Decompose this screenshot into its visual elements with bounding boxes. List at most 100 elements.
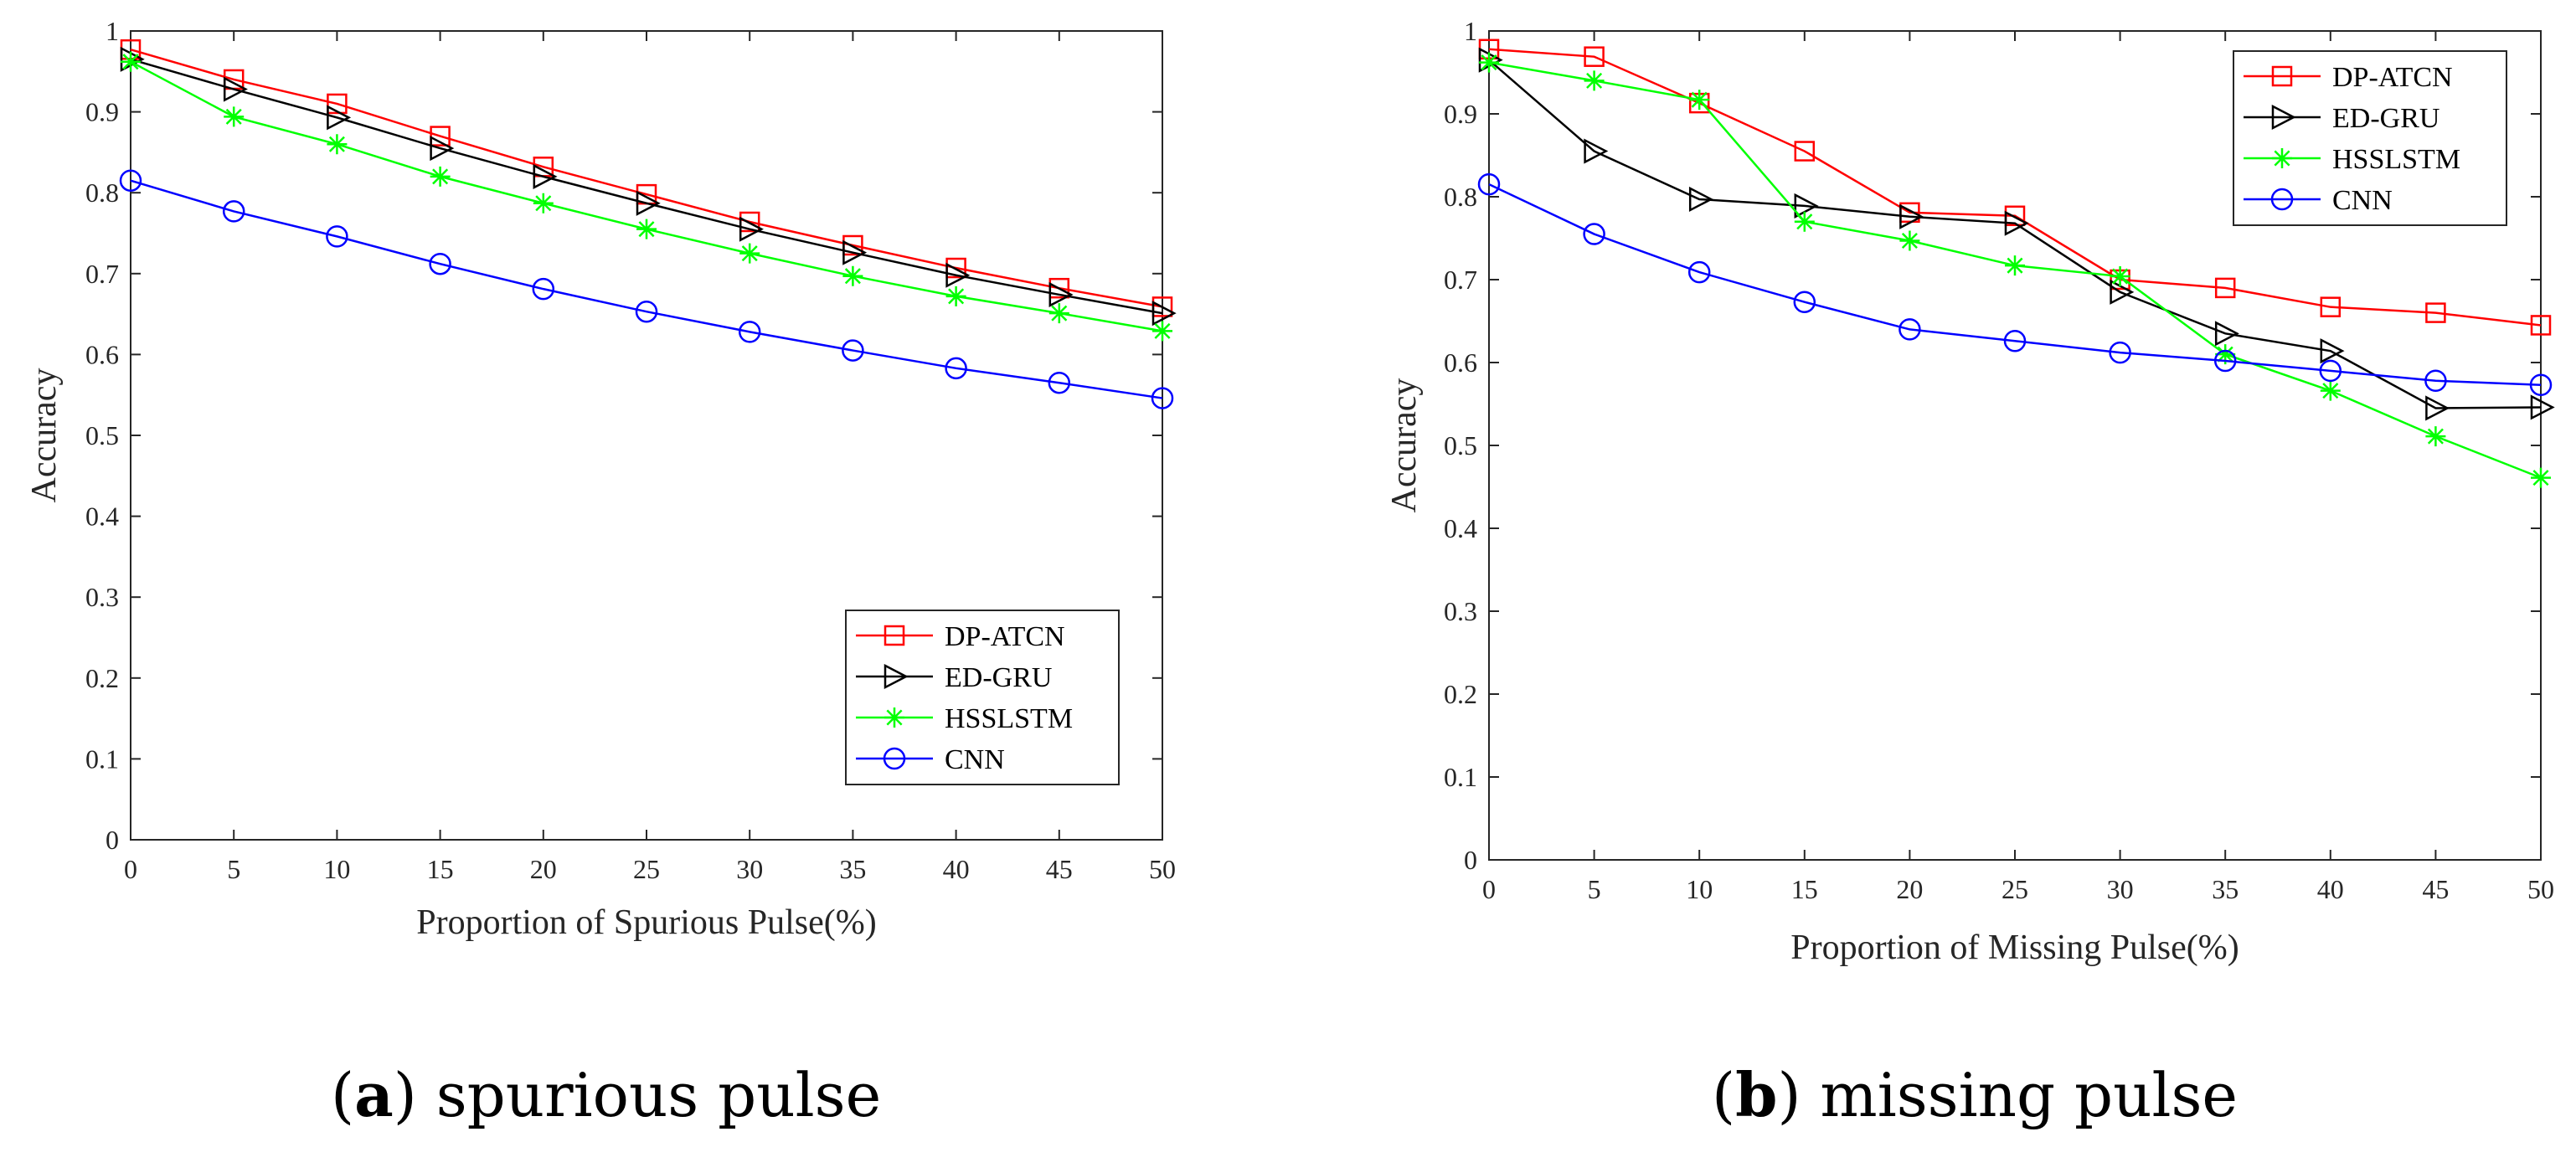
data-point [2214, 277, 2236, 299]
data-point [121, 51, 141, 72]
x-tick-label: 40 [943, 854, 970, 884]
series-line [1488, 48, 2542, 327]
y-tick-label: 0.5 [1444, 430, 1477, 460]
data-point [945, 286, 966, 306]
legend-label: CNN [2332, 185, 2393, 216]
caption-b: (b) missing pulse [1712, 1059, 2239, 1130]
caption-a-text: spurious pulse [435, 1060, 882, 1130]
x-tick-label: 35 [839, 854, 866, 884]
y-tick-label: 0.6 [85, 339, 119, 369]
legend-label: DP-ATCN [945, 621, 1065, 652]
legend: DP-ATCN ED-GRU HSSLSTM CNN [2233, 50, 2507, 226]
data-point [532, 277, 555, 301]
data-point [2530, 394, 2555, 420]
x-tick-label: 40 [2317, 874, 2344, 904]
series-line [1488, 183, 2542, 386]
series-hsslstm [1479, 52, 2551, 488]
caption-a: (a) spurious pulse [331, 1059, 882, 1130]
data-point [327, 105, 352, 131]
legend-label: HSSLSTM [2332, 144, 2460, 175]
data-point [1688, 186, 1713, 213]
x-tick-label: 50 [2527, 874, 2554, 904]
data-point [739, 216, 764, 242]
legend-label: ED-GRU [2332, 103, 2439, 134]
data-point [1048, 281, 1074, 307]
data-point [1794, 211, 1815, 232]
data-point [430, 136, 455, 162]
x-tick-label: 50 [1149, 854, 1176, 884]
caption-a-letter: a [354, 1059, 394, 1130]
data-point [327, 134, 348, 155]
data-point [2425, 395, 2450, 421]
x-tick-label: 35 [2212, 874, 2239, 904]
y-tick-label: 0.4 [85, 502, 119, 532]
data-point [2425, 302, 2446, 323]
data-point [2003, 330, 2027, 352]
y-tick-label: 0.6 [1444, 347, 1477, 378]
x-tick-label: 25 [2002, 874, 2028, 904]
x-tick-label: 30 [736, 854, 763, 884]
data-point [1151, 387, 1174, 409]
data-point [635, 300, 658, 323]
data-point [2109, 341, 2131, 364]
data-point [2319, 359, 2342, 383]
x-tick-label: 5 [1588, 874, 1601, 904]
data-point [1689, 90, 1710, 111]
data-point [636, 190, 661, 216]
legend-item: CNN [856, 744, 1005, 775]
x-tick-label: 20 [530, 854, 557, 884]
data-point [1584, 46, 1605, 67]
y-axis-label: Accuracy [25, 368, 64, 503]
data-point [945, 262, 971, 288]
data-point [2531, 467, 2551, 488]
legend-box [2233, 50, 2507, 226]
legend-item: HSSLSTM [2244, 144, 2460, 175]
data-point [2215, 344, 2236, 365]
data-point [2110, 279, 2135, 305]
legend-box [845, 610, 1120, 785]
y-tick-label: 0.7 [85, 259, 119, 289]
data-point [2529, 373, 2553, 396]
y-tick-label: 0 [106, 825, 119, 855]
data-point [1584, 138, 1609, 164]
legend: DP-ATCN ED-GRU HSSLSTM CNN [845, 610, 1120, 785]
series-cnn [119, 169, 1174, 409]
y-tick-label: 0.7 [1444, 265, 1477, 295]
data-point [224, 106, 245, 127]
x-tick-label: 15 [427, 854, 454, 884]
series-line [130, 179, 1163, 399]
data-point [842, 339, 864, 362]
y-tick-label: 0.3 [85, 582, 119, 612]
series-line [130, 58, 1163, 315]
legend-item: ED-GRU [2244, 103, 2439, 134]
y-axis-label: Accuracy [1385, 378, 1424, 513]
data-point [738, 321, 761, 343]
data-point [1584, 70, 1605, 91]
data-point [1583, 223, 1605, 245]
data-point [842, 265, 863, 286]
data-point [1899, 230, 1920, 251]
y-tick-label: 1 [1464, 16, 1477, 46]
x-axis-label: Proportion of Spurious Pulse(%) [416, 903, 877, 942]
data-point [1151, 301, 1177, 327]
data-point [1794, 193, 1819, 219]
y-tick-label: 0.5 [85, 420, 119, 450]
data-point [1152, 321, 1172, 342]
legend-item: CNN [2244, 185, 2393, 216]
legend-item: DP-ATCN [2244, 62, 2453, 93]
data-point [2530, 315, 2552, 336]
x-tick-label: 0 [124, 854, 137, 884]
x-tick-label: 45 [2422, 874, 2449, 904]
x-tick-label: 15 [1791, 874, 1818, 904]
legend-label: ED-GRU [945, 662, 1052, 693]
data-point [2214, 321, 2239, 347]
data-point [1793, 291, 1816, 313]
data-point [2424, 369, 2447, 393]
x-tick-label: 5 [227, 854, 240, 884]
legend-marker [2270, 188, 2294, 211]
y-tick-label: 0.2 [1444, 679, 1477, 709]
x-tick-label: 10 [1686, 874, 1713, 904]
data-point [1478, 47, 1503, 73]
legend-marker [884, 625, 905, 646]
y-tick-label: 0.8 [85, 177, 119, 208]
